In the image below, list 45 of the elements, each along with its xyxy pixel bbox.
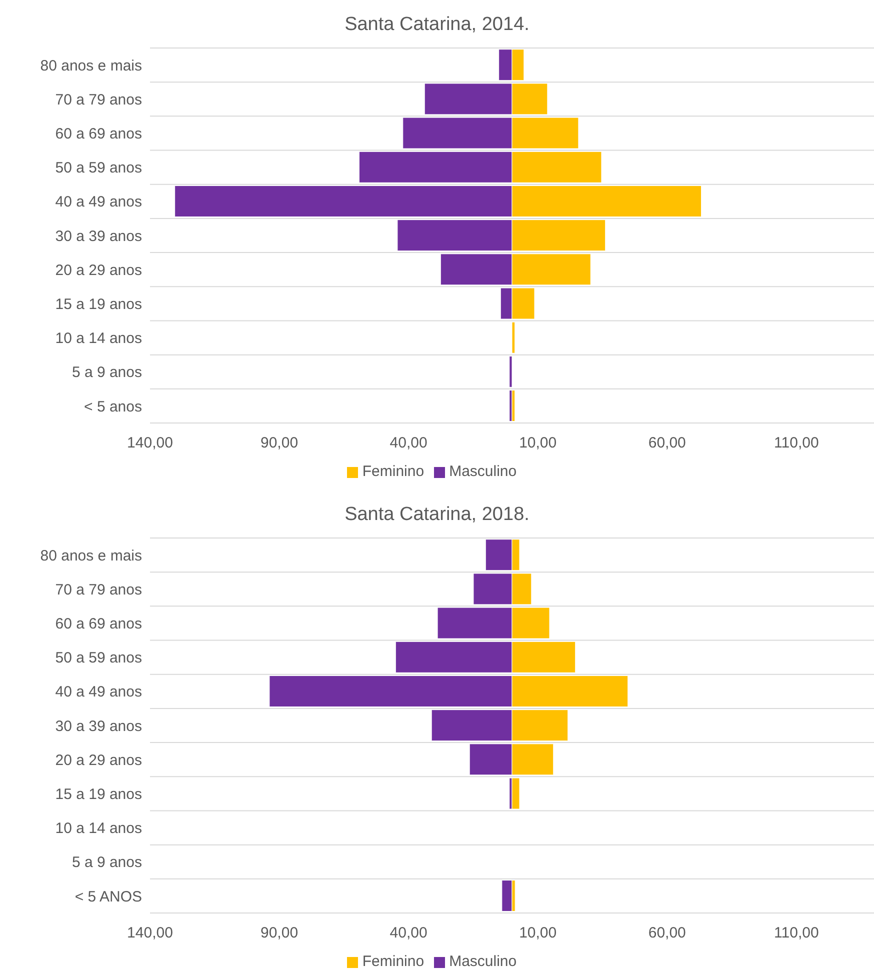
x-tick-label: 10,00 — [519, 434, 557, 452]
x-tick-label: 40,00 — [390, 434, 428, 452]
y-tick-label: 60 a 69 anos — [55, 126, 142, 143]
bar — [512, 778, 520, 810]
y-tick-label: 80 anos e mais — [40, 547, 142, 564]
x-tick-label: 140,00 — [127, 434, 173, 452]
y-tick-label: 10 a 14 anos — [55, 330, 142, 348]
x-tick-label: 10,00 — [519, 924, 557, 942]
x-tick-label: 40,00 — [390, 924, 428, 942]
legend-label: Feminino — [362, 463, 424, 480]
y-tick-label: 20 a 29 anos — [55, 262, 142, 279]
y-tick-label: 50 a 59 anos — [55, 650, 142, 667]
x-tick-label: 110,00 — [774, 434, 819, 452]
x-tick-label: 90,00 — [260, 434, 298, 452]
x-tick-label: 110,00 — [774, 924, 819, 942]
bar — [502, 880, 512, 912]
chart-title: Santa Catarina, 2014. — [344, 14, 530, 36]
y-tick-label: 15 a 19 anos — [55, 296, 142, 314]
bar — [512, 390, 516, 422]
y-tick-label: 40 a 49 anos — [55, 194, 142, 211]
y-tick-label: < 5 ANOS — [74, 888, 142, 906]
legend-label: Masculino — [449, 953, 517, 970]
y-tick-label: 10 a 14 anos — [55, 820, 142, 838]
y-tick-label: 5 a 9 anos — [72, 364, 142, 382]
y-tick-label: 70 a 79 anos — [55, 91, 142, 108]
y-tick-label: 60 a 69 anos — [55, 616, 142, 633]
y-tick-label: 15 a 19 anos — [55, 786, 142, 804]
y-tick-label: 40 a 49 anos — [55, 684, 142, 701]
y-tick-label: 30 a 39 anos — [55, 228, 142, 245]
bar — [512, 322, 516, 354]
x-tick-label: 90,00 — [260, 924, 298, 942]
y-tick-label: 5 a 9 anos — [72, 854, 142, 872]
legend-label: Masculino — [449, 463, 517, 480]
bar — [509, 356, 512, 388]
x-tick-label: 60,00 — [648, 434, 686, 452]
chart-title: Santa Catarina, 2018. — [344, 504, 530, 526]
y-tick-label: 20 a 29 anos — [55, 752, 142, 769]
y-tick-label: 70 a 79 anos — [55, 581, 142, 598]
legend-label: Feminino — [362, 953, 424, 970]
x-tick-label: 60,00 — [648, 924, 686, 942]
y-tick-label: 80 anos e mais — [40, 57, 142, 74]
y-tick-label: < 5 anos — [84, 398, 142, 416]
y-tick-label: 50 a 59 anos — [55, 160, 142, 177]
y-tick-label: 30 a 39 anos — [55, 718, 142, 735]
x-tick-label: 140,00 — [127, 924, 173, 942]
